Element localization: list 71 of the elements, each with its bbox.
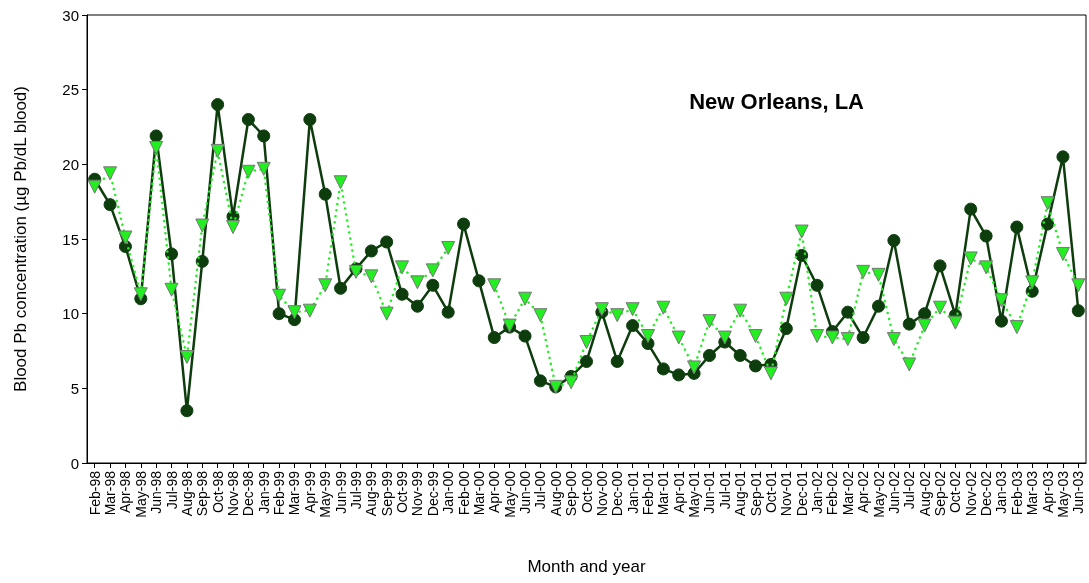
x-tick-label: Jan-02	[809, 470, 826, 514]
x-tick-label: Jun-99	[332, 470, 349, 514]
x-tick-label: Dec-98	[240, 470, 257, 517]
x-tick-label: Apr-98	[117, 470, 134, 514]
x-tick-label: Feb-03	[1008, 470, 1025, 516]
x-tick-label: Dec-00	[609, 470, 626, 517]
x-tick-label: Sep-99	[378, 470, 395, 517]
x-tick-label: Aug-00	[547, 470, 564, 517]
x-tick-label: Jul-02	[901, 470, 918, 510]
x-tick-label: May-02	[870, 470, 887, 518]
x-tick-label: May-01	[686, 470, 703, 518]
x-tick-label: Dec-99	[424, 470, 441, 517]
x-tick-label: Oct-98	[209, 470, 226, 514]
x-tick-label: Jan-03	[993, 470, 1010, 514]
x-tick-label: Nov-99	[409, 470, 426, 517]
x-tick-label: Feb-02	[824, 470, 841, 516]
y-tick-label: 0	[70, 454, 79, 472]
x-tick-label: Aug-01	[732, 470, 749, 517]
y-axis-title: Blood Pb concentration (µg Pb/dL blood)	[11, 86, 30, 392]
y-tick-label: 10	[62, 305, 79, 323]
x-tick-label: Apr-99	[301, 470, 318, 514]
y-tick-label: 30	[62, 6, 79, 24]
x-tick-label: Nov-00	[593, 470, 610, 517]
y-tick-label: 20	[62, 155, 79, 173]
x-tick-label: Jun-00	[517, 470, 534, 514]
x-tick-label: Jan-99	[255, 470, 272, 514]
x-tick-label: Sep-01	[747, 470, 764, 517]
x-tick-label: Mar-02	[839, 470, 856, 516]
x-tick-label: Apr-01	[670, 470, 687, 514]
x-tick-label: Oct-99	[394, 470, 411, 514]
x-tick-label: Jul-01	[716, 470, 733, 510]
x-tick-label: Jul-98	[163, 470, 180, 510]
x-tick-label: Mar-01	[655, 470, 672, 516]
text: New Orleans, LA	[689, 88, 865, 114]
x-tick-label: Feb-98	[86, 470, 103, 516]
x-tick-label: May-00	[501, 470, 518, 518]
x-tick-label: Mar-00	[470, 470, 487, 516]
x-tick-label: Aug-02	[916, 470, 933, 517]
x-tick-label: Jun-03	[1070, 470, 1087, 514]
x-tick-label: Jun-98	[148, 470, 165, 514]
x-tick-label: Nov-01	[778, 470, 795, 517]
x-tick-label: Feb-99	[271, 470, 288, 516]
x-tick-label: Nov-98	[225, 470, 242, 517]
x-tick-label: Jul-00	[532, 470, 549, 510]
y-tick-label: 5	[70, 379, 79, 397]
x-tick-label: Mar-03	[1024, 470, 1041, 516]
x-tick-label: Sep-00	[563, 470, 580, 517]
x-tick-label: Dec-01	[793, 470, 810, 517]
x-tick-label: Sep-98	[194, 470, 211, 517]
x-tick-label: Oct-02	[947, 470, 964, 514]
x-tick-label: Nov-02	[962, 470, 979, 517]
x-tick-label: Mar-99	[286, 470, 303, 516]
x-tick-label: Aug-99	[363, 470, 380, 517]
x-tick-label: Jul-99	[347, 470, 364, 510]
x-tick-label: May-98	[132, 470, 149, 518]
x-tick-label: Apr-03	[1039, 470, 1056, 514]
x-tick-label: May-99	[317, 470, 334, 518]
x-tick-label: Jan-01	[624, 470, 641, 514]
y-tick-label: 25	[62, 81, 79, 99]
x-tick-label: Apr-02	[855, 470, 872, 514]
x-tick-label: Feb-01	[639, 470, 656, 516]
x-tick-label: Oct-00	[578, 470, 595, 514]
x-tick-label: Jan-00	[440, 470, 457, 514]
x-tick-label: Jun-01	[701, 470, 718, 514]
x-tick-label: Dec-02	[978, 470, 995, 517]
y-tick-label: 15	[62, 230, 79, 248]
x-axis-title: Month and year	[527, 557, 646, 576]
x-tick-label: Apr-00	[486, 470, 503, 514]
x-tick-label: Aug-98	[178, 470, 195, 517]
x-tick-label: Feb-00	[455, 470, 472, 516]
x-tick-label: Mar-98	[102, 470, 119, 516]
